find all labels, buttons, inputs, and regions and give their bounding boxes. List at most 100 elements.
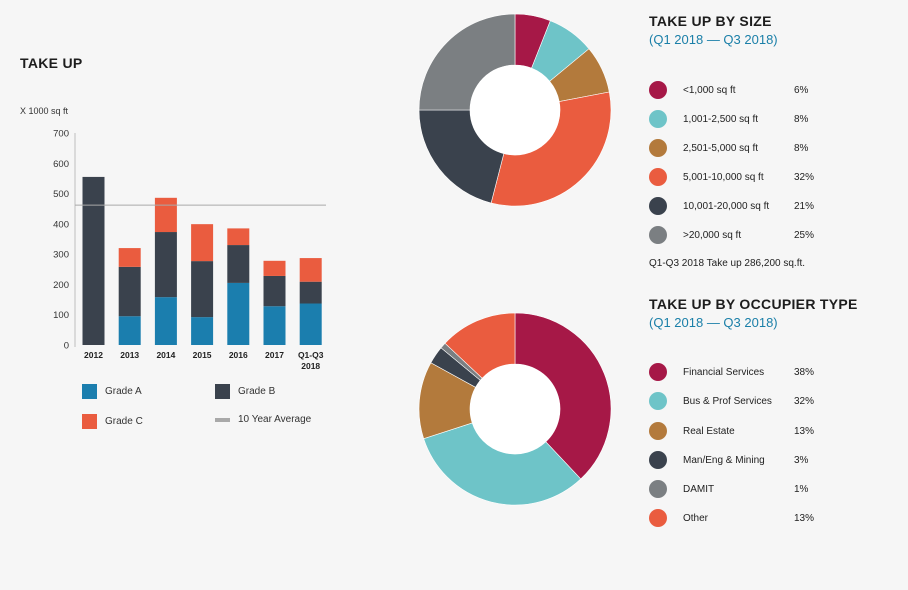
y-tick-label: 500 — [53, 189, 69, 200]
size-legend-item: 5,001-10,000 sq ft 32% — [649, 167, 879, 187]
occupier-legend-dot — [649, 392, 667, 410]
bar-segment-grade-c — [191, 224, 214, 262]
size-legend-item: 10,001-20,000 sq ft 21% — [649, 196, 879, 216]
x-tick-label: Q1-Q3 — [298, 350, 324, 360]
size-legend-dot — [649, 197, 667, 215]
size-legend-dot — [649, 110, 667, 128]
size-footnote: Q1-Q3 2018 Take up 286,200 sq.ft. — [649, 258, 806, 269]
size-legend-dot — [649, 226, 667, 244]
bar-segment-grade-a — [299, 303, 322, 345]
bar-segment-grade-c — [299, 258, 322, 282]
legend-grade-c: Grade C — [82, 414, 143, 429]
occupier-legend-label: Other — [683, 512, 709, 524]
occupier-section-title: TAKE UP BY OCCUPIER TYPE — [649, 296, 858, 312]
x-tick-label: 2014 — [156, 350, 175, 360]
size-legend-dot — [649, 81, 667, 99]
y-tick-label: 200 — [53, 280, 69, 291]
size-legend-percent: 6% — [794, 84, 809, 96]
occupier-legend-item: Financial Services 38% — [649, 362, 879, 382]
size-section-subtitle: (Q1 2018 — Q3 2018) — [649, 32, 778, 47]
size-legend-item: <1,000 sq ft 6% — [649, 80, 879, 100]
size-legend-percent: 8% — [794, 113, 809, 125]
occupier-legend-item: Other 13% — [649, 508, 879, 528]
legend-grade-a-label: Grade A — [105, 386, 142, 397]
size-legend-item: 1,001-2,500 sq ft 8% — [649, 109, 879, 129]
y-tick-label: 100 — [53, 310, 69, 321]
legend-grade-b-swatch — [215, 384, 230, 399]
occupier-legend-item: Real Estate 13% — [649, 421, 879, 441]
occupier-legend-label: Real Estate — [683, 425, 735, 437]
occupier-legend-label: Man/Eng & Mining — [683, 454, 765, 466]
y-tick-label: 300 — [53, 250, 69, 261]
legend-grade-b: Grade B — [215, 384, 275, 399]
size-section-title: TAKE UP BY SIZE — [649, 13, 772, 29]
occupier-legend-percent: 1% — [794, 483, 809, 495]
x-tick-label: 2012 — [84, 350, 103, 360]
size-legend-item: >20,000 sq ft 25% — [649, 225, 879, 245]
size-legend-label: >20,000 sq ft — [683, 229, 742, 241]
size-legend-label: 1,001-2,500 sq ft — [683, 113, 759, 125]
x-tick-label: 2016 — [229, 350, 248, 360]
bar-segment-grade-c — [263, 260, 286, 276]
bar-segment-grade-b — [299, 281, 322, 304]
size-legend-label: 10,001-20,000 sq ft — [683, 200, 770, 212]
occupier-legend-dot — [649, 480, 667, 498]
size-legend-label: 2,501-5,000 sq ft — [683, 142, 759, 154]
bar-segment-grade-b — [154, 232, 177, 298]
bar-segment-grade-b — [82, 176, 105, 345]
legend-grade-b-label: Grade B — [238, 386, 276, 397]
occupier-legend-label: Bus & Prof Services — [683, 395, 772, 407]
occupier-section-subtitle: (Q1 2018 — Q3 2018) — [649, 315, 778, 330]
occupier-legend-item: Man/Eng & Mining 3% — [649, 450, 879, 470]
size-legend-percent: 32% — [794, 171, 815, 183]
occupier-legend-percent: 32% — [794, 395, 815, 407]
legend-grade-a-swatch — [82, 384, 97, 399]
donut-hole — [470, 65, 560, 155]
bar-chart-title: TAKE UP — [20, 55, 83, 71]
legend-10-year-average: 10 Year Average — [215, 414, 311, 425]
occupier-legend-dot — [649, 451, 667, 469]
bar-segment-grade-b — [263, 275, 286, 307]
occupier-legend-dot — [649, 509, 667, 527]
occupier-legend-label: DAMIT — [683, 483, 715, 495]
y-tick-label: 0 — [64, 341, 69, 352]
size-legend-label: 5,001-10,000 sq ft — [683, 171, 764, 183]
occupier-legend-percent: 3% — [794, 454, 809, 466]
bar-segment-grade-b — [227, 245, 250, 283]
occupier-legend-percent: 13% — [794, 512, 815, 524]
bar-segment-grade-c — [227, 228, 250, 246]
size-legend-percent: 25% — [794, 229, 815, 241]
occupier-legend-label: Financial Services — [683, 366, 765, 378]
bar-segment-grade-a — [154, 297, 177, 345]
occupier-legend-percent: 13% — [794, 425, 815, 437]
bar-segment-grade-a — [118, 316, 141, 345]
size-legend-dot — [649, 139, 667, 157]
size-legend-percent: 21% — [794, 200, 815, 212]
occupier-legend-percent: 38% — [794, 366, 815, 378]
occupier-legend-dot — [649, 422, 667, 440]
bar-segment-grade-a — [263, 306, 286, 345]
donut-hole — [470, 364, 560, 454]
size-legend-label: <1,000 sq ft — [683, 84, 736, 96]
size-donut-chart — [418, 13, 612, 207]
bar-segment-grade-c — [118, 248, 141, 267]
legend-grade-c-label: Grade C — [105, 416, 143, 427]
x-tick-label: 2015 — [193, 350, 212, 360]
legend-10-year-average-swatch — [215, 417, 230, 422]
x-tick-label: 2017 — [265, 350, 284, 360]
x-tick-label: 2013 — [120, 350, 139, 360]
bar-chart-plot: 0 100 200 300 400 500 600 700 2012 2013 2014 2015 20… — [53, 129, 326, 371]
bar-chart-unit-label: X 1000 sq ft — [20, 106, 69, 116]
bar-segment-grade-b — [191, 261, 214, 318]
legend-10-year-average-label: 10 Year Average — [238, 414, 312, 425]
bar-segment-grade-a — [227, 282, 250, 345]
occupier-donut-chart — [418, 312, 612, 506]
bar-segment-grade-b — [118, 266, 141, 317]
occupier-legend-dot — [649, 363, 667, 381]
y-tick-label: 700 — [53, 129, 69, 140]
bar-segment-grade-c — [154, 197, 177, 233]
occupier-legend-item: DAMIT 1% — [649, 479, 879, 499]
legend-grade-c-swatch — [82, 414, 97, 429]
y-tick-label: 400 — [53, 219, 69, 230]
